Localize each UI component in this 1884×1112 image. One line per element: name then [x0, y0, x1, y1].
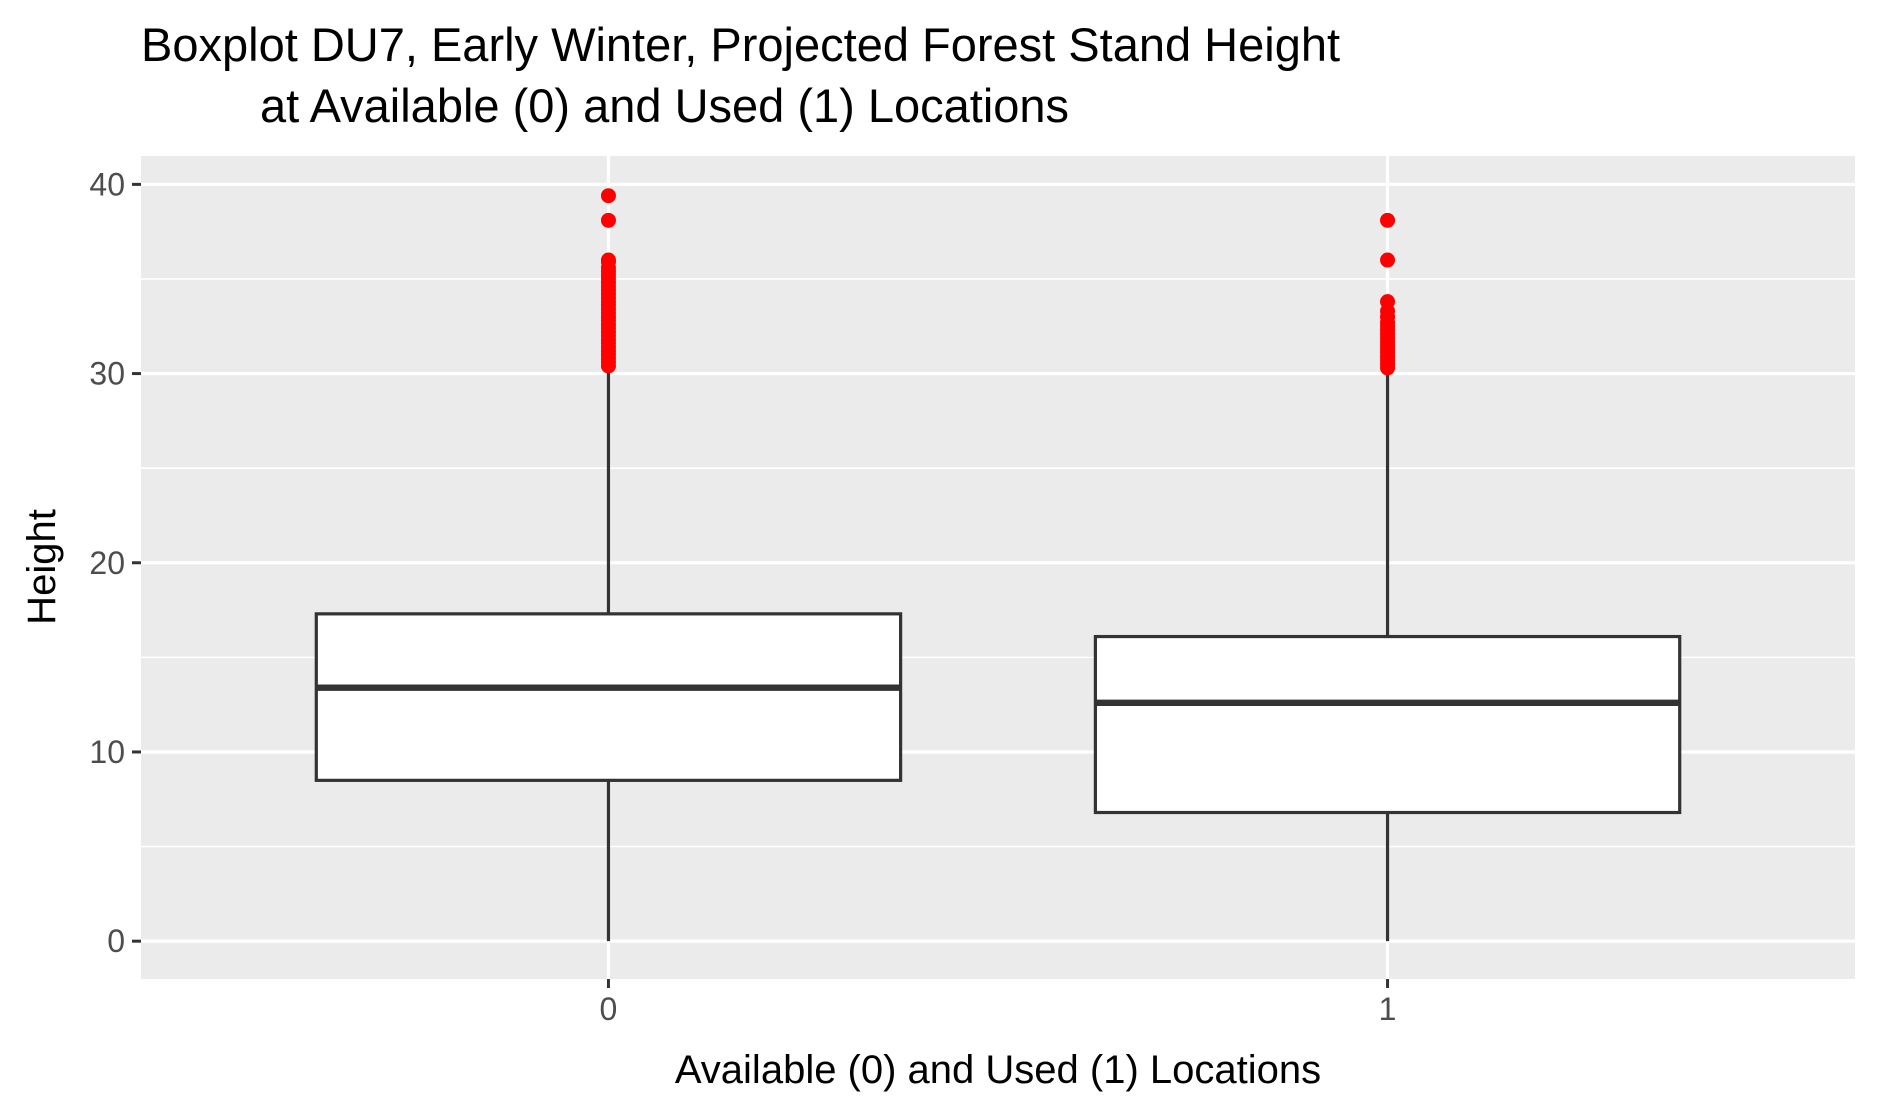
x-axis-title: Available (0) and Used (1) Locations: [675, 1048, 1321, 1092]
box-1: [1093, 212, 1682, 942]
chart-title: Boxplot DU7, Early Winter, Projected For…: [141, 18, 1340, 71]
outlier-point: [600, 252, 616, 268]
outlier-point: [1380, 212, 1396, 228]
iqr-box: [1093, 634, 1682, 815]
y-axis-title: Height: [20, 509, 64, 625]
box-layer: [314, 188, 1682, 942]
outlier-point: [600, 188, 616, 204]
box-0: [314, 188, 903, 942]
y-tick-label: 30: [89, 356, 125, 392]
axis-ticks: 0 10 20 30 40 0 1: [89, 166, 1396, 1027]
y-tick-label: 0: [107, 923, 125, 959]
x-tick-label: 1: [1379, 991, 1397, 1027]
y-tick-label: 40: [89, 166, 125, 202]
y-tick-label: 20: [89, 545, 125, 581]
outlier-point: [600, 212, 616, 228]
x-tick-label: 0: [600, 991, 618, 1027]
iqr-box: [314, 612, 903, 782]
plot-panel: [141, 156, 1855, 979]
y-tick-label: 10: [89, 734, 125, 770]
outlier-point: [1380, 252, 1396, 268]
outlier-point: [1380, 294, 1396, 310]
chart-subtitle: at Available (0) and Used (1) Locations: [260, 79, 1069, 132]
